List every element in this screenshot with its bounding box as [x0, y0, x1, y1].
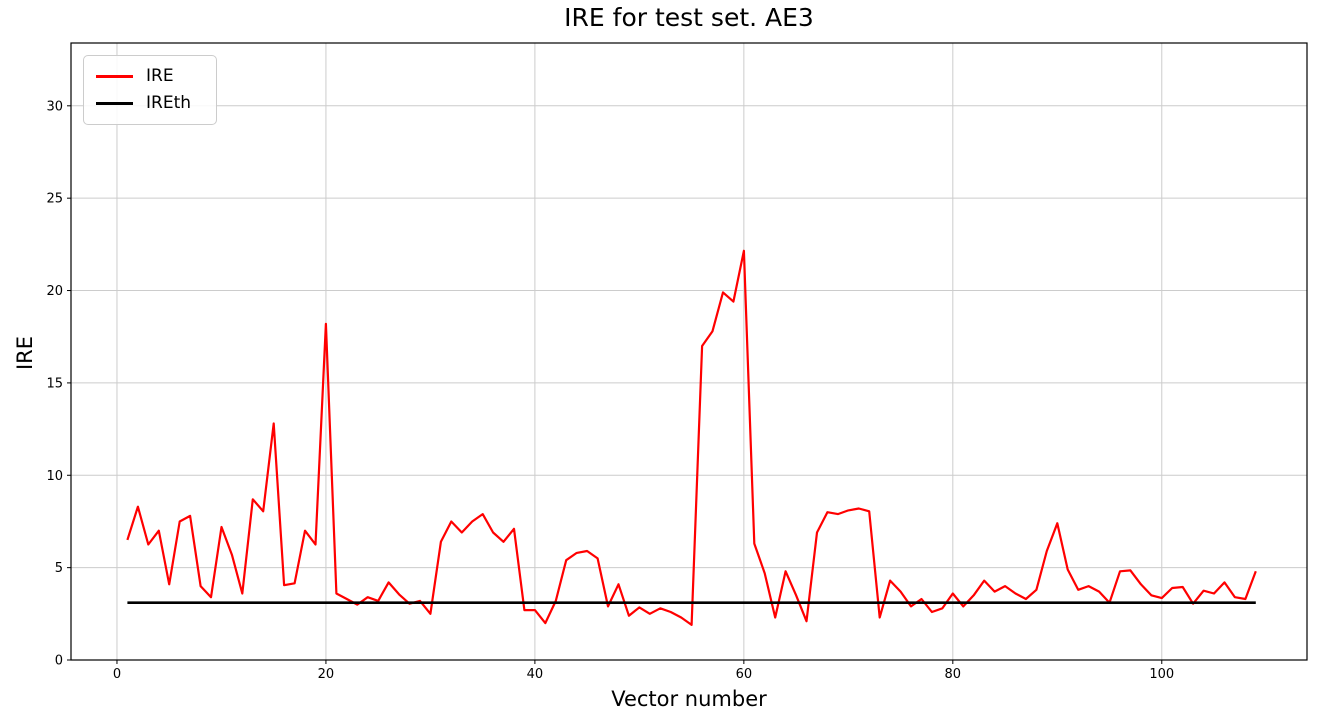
legend-item-ire: IRE	[96, 68, 204, 85]
ire-line-swatch	[96, 75, 133, 78]
y-tick-label: 10	[46, 469, 63, 484]
y-tick-label: 30	[46, 99, 63, 114]
x-tick-label: 40	[527, 667, 544, 682]
y-tick-label: 0	[55, 654, 63, 669]
x-axis-label: Vector number	[611, 687, 767, 711]
x-tick-label: 20	[318, 667, 335, 682]
legend-label-ireth: IREth	[146, 93, 192, 113]
x-tick-label: 80	[945, 667, 962, 682]
y-tick-label: 20	[46, 284, 63, 299]
y-axis-label: IRE	[13, 335, 37, 371]
y-tick-label: 15	[46, 376, 63, 391]
chart-title: IRE for test set. AE3	[564, 3, 814, 32]
y-tick-label: 5	[55, 561, 63, 576]
x-tick-label: 100	[1149, 667, 1174, 682]
y-tick-label: 25	[46, 192, 63, 207]
series-line-ire	[126, 249, 1257, 627]
legend-item-ireth: IREth	[96, 95, 204, 112]
legend: IRE IREth	[83, 55, 217, 125]
x-tick-label: 60	[736, 667, 753, 682]
ireth-line-swatch	[96, 102, 133, 105]
x-tick-label: 0	[113, 667, 121, 682]
legend-label-ire: IRE	[146, 66, 174, 86]
plot-border	[70, 42, 1308, 661]
